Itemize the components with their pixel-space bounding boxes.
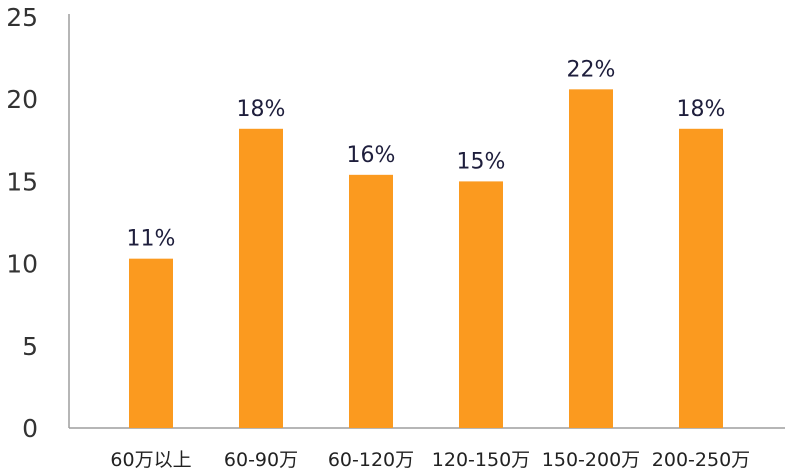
x-tick-label-5: 200-250万	[652, 449, 750, 471]
y-tick-label: 5	[22, 332, 38, 361]
y-tick-labels: 0 5 10 15 20 25	[6, 3, 38, 443]
data-label-3: 15%	[457, 149, 506, 174]
bar-0	[129, 258, 173, 428]
x-tick-labels: 60万以上 60-90万 60-120万 120-150万 150-200万 200-25…	[110, 449, 750, 471]
bar-5	[679, 128, 723, 429]
bar-4	[569, 89, 613, 428]
bar-1	[239, 128, 283, 429]
x-tick-label-1: 60-90万	[224, 449, 298, 471]
y-tick-label: 0	[22, 414, 38, 443]
y-tick-label: 15	[6, 167, 38, 196]
x-tick-label-0: 60万以上	[110, 449, 191, 471]
data-labels: 11% 18% 16% 15% 22% 18%	[127, 57, 726, 251]
x-tick-label-4: 150-200万	[542, 449, 640, 471]
bar-3	[459, 181, 503, 428]
data-label-5: 18%	[677, 97, 726, 122]
data-label-2: 16%	[347, 143, 396, 168]
y-tick-label: 25	[6, 3, 38, 32]
bars	[129, 89, 723, 429]
data-label-0: 11%	[127, 227, 176, 252]
bar-2	[349, 174, 393, 428]
data-label-1: 18%	[237, 97, 286, 122]
y-tick-label: 20	[6, 85, 38, 114]
y-tick-label: 10	[6, 250, 38, 279]
x-tick-label-2: 60-120万	[328, 449, 414, 471]
x-tick-label-3: 120-150万	[432, 449, 530, 471]
data-label-4: 22%	[567, 57, 616, 82]
